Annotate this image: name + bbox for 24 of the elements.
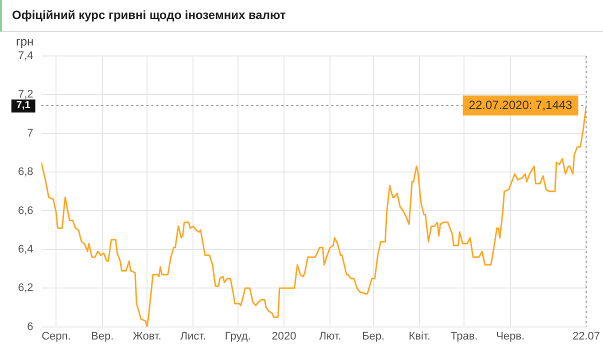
annotation: 22.07.2020: 7,1443 [468, 98, 573, 112]
chart-title: Офіційний курс гривні щодо іноземних валют [0, 0, 603, 32]
y-tick-label: 7,2 [18, 88, 34, 101]
y-tick-label: 6,6 [18, 204, 34, 217]
y-tick-label: 6,2 [18, 282, 34, 294]
x-tick-label: 2020 [272, 330, 296, 342]
y-tick-label: 6 [27, 320, 34, 333]
x-tick-label: Серп. [42, 330, 71, 342]
y-tick-label: 6,8 [18, 166, 34, 178]
x-tick-label: Квіт. [408, 330, 430, 342]
x-tick-label: Черв. [496, 330, 525, 342]
x-tick-label: 22.07 [572, 330, 600, 342]
x-tick-label: Бер. [362, 330, 385, 342]
y-tick-label: 7,4 [18, 50, 34, 62]
x-tick-label: Лист. [180, 330, 206, 342]
x-tick-label: Жовт. [132, 330, 162, 342]
x-tick-label: Груд. [224, 330, 251, 342]
x-tick-label: Вер. [91, 330, 114, 342]
x-tick-label: Лют. [319, 330, 342, 342]
y-tick-label: 7 [27, 127, 34, 140]
y-axis-title: грн [16, 34, 34, 48]
x-tick-label: Трав. [450, 330, 478, 342]
ref-line-label: 7,1 [16, 100, 31, 112]
y-tick-label: 6,4 [18, 243, 34, 256]
